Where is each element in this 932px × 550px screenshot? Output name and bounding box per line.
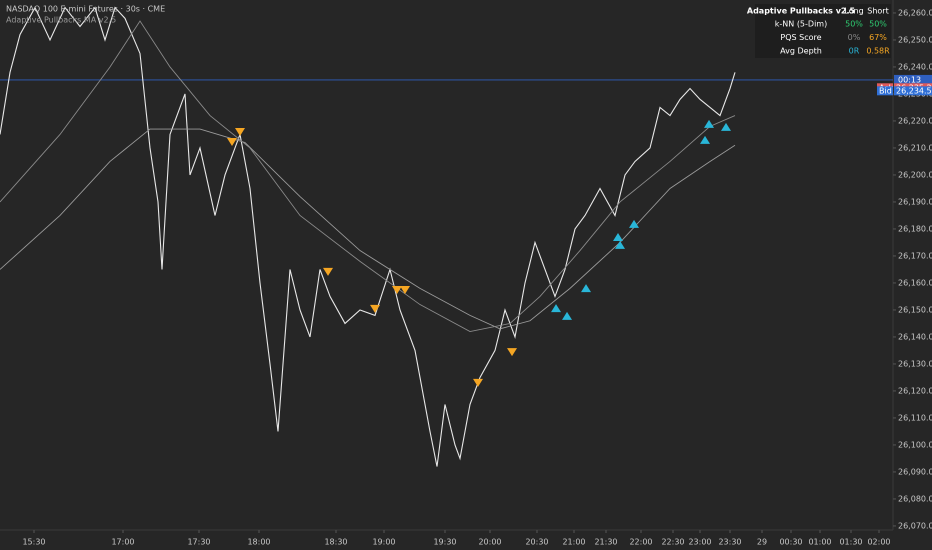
y-tick-label: 26,080.00 bbox=[898, 494, 932, 503]
table-cell: 50% bbox=[869, 20, 887, 29]
x-tick-label: 23:00 bbox=[688, 538, 711, 547]
price-tag-name: Bid bbox=[879, 86, 892, 95]
y-tick-label: 26,120.00 bbox=[898, 386, 932, 395]
series-line bbox=[0, 6, 736, 467]
x-tick-label: 22:00 bbox=[629, 538, 652, 547]
signal-marker bbox=[323, 267, 333, 276]
table-row-label: PQS Score bbox=[780, 33, 821, 42]
table-cell: 50% bbox=[845, 20, 863, 29]
x-tick-label: 22:30 bbox=[661, 538, 684, 547]
signal-marker bbox=[581, 284, 591, 293]
x-tick-label: 00:30 bbox=[779, 538, 802, 547]
y-tick-label: 26,100.00 bbox=[898, 440, 932, 449]
price-tag bbox=[894, 86, 932, 96]
signal-marker bbox=[704, 119, 714, 128]
x-tick-label: 17:30 bbox=[187, 538, 210, 547]
signal-marker bbox=[613, 233, 623, 242]
table-title: Adaptive Pullbacks v2.5 bbox=[747, 7, 856, 16]
x-tick-label: 29 bbox=[757, 538, 767, 547]
x-tick-label: 01:00 bbox=[808, 538, 831, 547]
y-tick-label: 26,090.00 bbox=[898, 467, 932, 476]
y-tick-label: 26,240.00 bbox=[898, 62, 932, 71]
x-tick-label: 23:30 bbox=[718, 538, 741, 547]
countdown-tag bbox=[894, 74, 932, 84]
table-row-label: k-NN (5-Dim) bbox=[775, 20, 827, 29]
table-cell: 67% bbox=[869, 33, 887, 42]
signal-marker bbox=[615, 240, 625, 249]
signal-marker bbox=[629, 219, 639, 228]
x-tick-label: 21:30 bbox=[594, 538, 617, 547]
x-tick-label: 21:00 bbox=[562, 538, 585, 547]
x-tick-label: 20:30 bbox=[525, 538, 548, 547]
price-tag-label: 26,234.50 bbox=[896, 86, 932, 95]
countdown-label: 00:13 bbox=[898, 75, 921, 84]
signal-marker bbox=[235, 128, 245, 137]
x-tick-label: 02:00 bbox=[867, 538, 890, 547]
x-tick-label: 18:30 bbox=[324, 538, 347, 547]
y-tick-label: 26,260.00 bbox=[898, 8, 932, 17]
y-tick-label: 26,130.00 bbox=[898, 359, 932, 368]
signal-marker bbox=[562, 311, 572, 320]
x-tick-label: 20:00 bbox=[478, 538, 501, 547]
plot bbox=[0, 6, 893, 467]
y-tick-label: 26,250.00 bbox=[898, 35, 932, 44]
y-tick-label: 26,220.00 bbox=[898, 116, 932, 125]
signal-marker bbox=[721, 122, 731, 131]
signal-marker bbox=[400, 285, 410, 294]
y-tick-label: 26,150.00 bbox=[898, 305, 932, 314]
table-column: Short bbox=[867, 7, 888, 16]
x-tick-label: 19:00 bbox=[372, 538, 395, 547]
table-cell: 0.58R bbox=[866, 47, 890, 56]
y-tick-label: 26,170.00 bbox=[898, 251, 932, 260]
y-tick-label: 26,210.00 bbox=[898, 143, 932, 152]
series-line bbox=[0, 20, 736, 333]
signal-marker bbox=[392, 285, 402, 294]
signal-marker bbox=[370, 304, 380, 313]
signal-marker bbox=[551, 304, 561, 313]
y-tick-label: 26,190.00 bbox=[898, 197, 932, 206]
x-tick-label: 15:30 bbox=[22, 538, 45, 547]
table-row-label: Avg Depth bbox=[780, 47, 822, 56]
chart-title: NASDAQ 100 E-mini Futures · 30s · CME bbox=[6, 5, 165, 14]
indicator-title: Adaptive Pullbacks MA v2.5 bbox=[6, 16, 116, 25]
y-tick-label: 26,160.00 bbox=[898, 278, 932, 287]
y-tick-label: 26,070.00 bbox=[898, 521, 932, 530]
table-cell: 0% bbox=[848, 33, 861, 42]
signal-marker bbox=[700, 135, 710, 144]
x-tick-label: 19:30 bbox=[433, 538, 456, 547]
table-column: Long bbox=[844, 7, 863, 16]
table-bg bbox=[755, 4, 891, 58]
y-tick-label: 26,140.00 bbox=[898, 332, 932, 341]
signal-marker bbox=[507, 348, 517, 357]
x-tick-label: 01:30 bbox=[839, 538, 862, 547]
y-tick-label: 26,200.00 bbox=[898, 170, 932, 179]
y-tick-label: 26,110.00 bbox=[898, 413, 932, 422]
table-cell: 0R bbox=[849, 47, 860, 56]
x-tick-label: 17:00 bbox=[111, 538, 134, 547]
y-tick-label: 26,180.00 bbox=[898, 224, 932, 233]
signal-marker bbox=[227, 138, 237, 147]
signal-marker bbox=[473, 378, 483, 387]
x-tick-label: 18:00 bbox=[247, 538, 270, 547]
price-tag-name-bg bbox=[877, 86, 893, 96]
